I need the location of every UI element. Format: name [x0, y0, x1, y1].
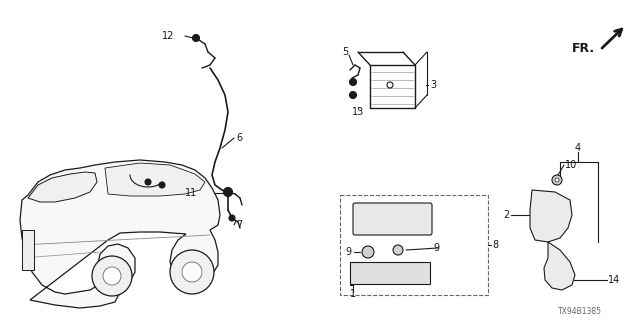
Circle shape	[223, 188, 232, 196]
Circle shape	[159, 182, 165, 188]
Polygon shape	[20, 160, 220, 308]
Text: 8: 8	[492, 240, 498, 250]
Circle shape	[349, 78, 356, 85]
Circle shape	[552, 175, 562, 185]
Text: 5: 5	[342, 47, 348, 57]
Text: 1: 1	[350, 289, 356, 299]
Circle shape	[349, 92, 356, 99]
Text: 4: 4	[575, 143, 581, 153]
Text: 10: 10	[565, 160, 577, 170]
Text: 6: 6	[236, 133, 242, 143]
Text: 11: 11	[185, 188, 197, 198]
Text: ✦: ✦	[387, 268, 394, 277]
Circle shape	[103, 267, 121, 285]
Text: 9: 9	[434, 243, 440, 253]
Polygon shape	[544, 242, 575, 290]
Polygon shape	[105, 163, 205, 196]
Text: 13: 13	[352, 107, 364, 117]
Circle shape	[145, 179, 151, 185]
Text: 9: 9	[346, 247, 352, 257]
Circle shape	[229, 215, 235, 221]
Text: 12: 12	[162, 31, 174, 41]
Circle shape	[362, 246, 374, 258]
Polygon shape	[28, 172, 97, 202]
Circle shape	[182, 262, 202, 282]
Circle shape	[387, 82, 393, 88]
Text: 14: 14	[608, 275, 620, 285]
Text: FR.: FR.	[572, 42, 595, 54]
Text: 3: 3	[430, 80, 436, 90]
Circle shape	[92, 256, 132, 296]
Text: 2: 2	[504, 210, 510, 220]
Circle shape	[193, 35, 200, 42]
Bar	[350, 262, 430, 284]
FancyBboxPatch shape	[353, 203, 432, 235]
Circle shape	[170, 250, 214, 294]
Circle shape	[555, 178, 559, 182]
Text: 7: 7	[236, 220, 243, 230]
Circle shape	[393, 245, 403, 255]
Bar	[22, 230, 34, 270]
Bar	[340, 195, 488, 295]
Polygon shape	[530, 190, 572, 242]
Text: TX94B1385: TX94B1385	[558, 308, 602, 316]
